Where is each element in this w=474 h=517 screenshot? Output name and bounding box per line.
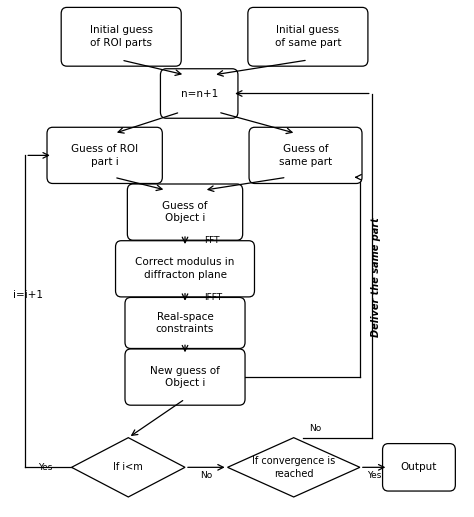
- Text: FFT: FFT: [204, 236, 219, 245]
- FancyBboxPatch shape: [125, 349, 245, 405]
- FancyBboxPatch shape: [116, 241, 255, 297]
- Text: If convergence is
reached: If convergence is reached: [252, 456, 335, 479]
- Text: Correct modulus in
diffracton plane: Correct modulus in diffracton plane: [135, 257, 235, 280]
- Text: Initial guess
of ROI parts: Initial guess of ROI parts: [90, 25, 153, 48]
- FancyBboxPatch shape: [47, 127, 162, 184]
- Text: Output: Output: [401, 462, 437, 473]
- FancyBboxPatch shape: [160, 69, 238, 118]
- Text: New guess of
Object i: New guess of Object i: [150, 366, 220, 388]
- Text: IFFT: IFFT: [204, 293, 222, 302]
- FancyBboxPatch shape: [248, 7, 368, 66]
- Polygon shape: [228, 438, 360, 497]
- Text: Deliver the same part: Deliver the same part: [372, 217, 382, 337]
- Text: If i<m: If i<m: [113, 462, 143, 473]
- Text: i=i+1: i=i+1: [13, 290, 43, 299]
- FancyBboxPatch shape: [383, 444, 456, 491]
- Text: No: No: [309, 424, 321, 433]
- FancyBboxPatch shape: [128, 184, 243, 240]
- Text: Yes: Yes: [367, 471, 381, 480]
- FancyBboxPatch shape: [61, 7, 181, 66]
- Text: Guess of ROI
part i: Guess of ROI part i: [71, 144, 138, 167]
- Text: n=n+1: n=n+1: [181, 88, 218, 99]
- Polygon shape: [72, 438, 185, 497]
- Text: Real-space
constraints: Real-space constraints: [156, 312, 214, 334]
- Text: Yes: Yes: [38, 463, 53, 472]
- Text: Guess of
Object i: Guess of Object i: [162, 201, 208, 223]
- Text: Guess of
same part: Guess of same part: [279, 144, 332, 167]
- Text: Initial guess
of same part: Initial guess of same part: [274, 25, 341, 48]
- FancyBboxPatch shape: [249, 127, 362, 184]
- FancyBboxPatch shape: [125, 297, 245, 348]
- Text: No: No: [200, 471, 212, 480]
